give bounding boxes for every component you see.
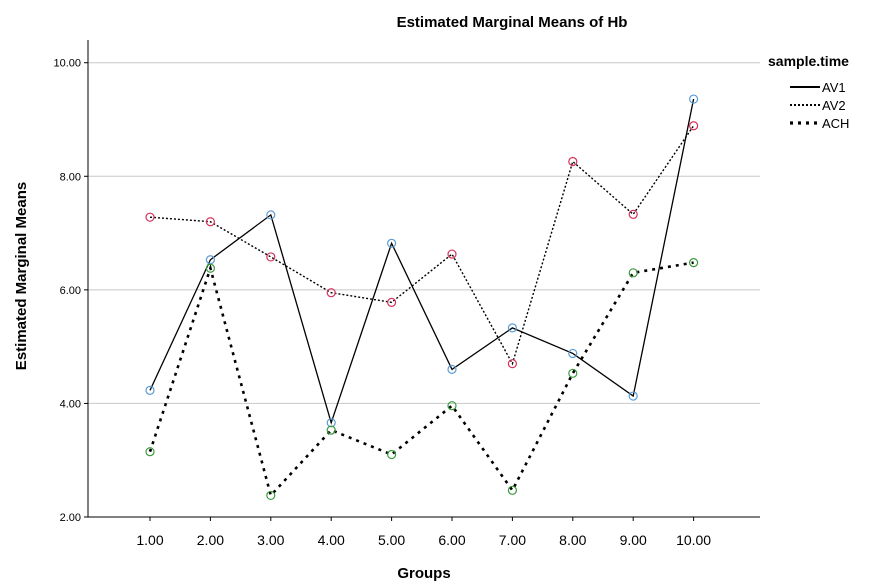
data-point — [326, 425, 336, 435]
x-tick-label: 10.00 — [676, 532, 711, 548]
series-group — [145, 94, 699, 501]
data-point — [387, 238, 397, 248]
data-point — [507, 485, 518, 495]
data-point — [387, 449, 397, 460]
data-point — [326, 418, 336, 428]
data-point — [447, 249, 457, 259]
gridlines — [88, 62, 760, 518]
series-line-av1 — [149, 98, 695, 425]
data-point — [266, 490, 276, 501]
data-point — [628, 268, 638, 278]
data-point — [628, 391, 638, 401]
data-point — [205, 217, 215, 227]
x-tick-label: 9.00 — [620, 532, 647, 548]
x-axis-title: Groups — [397, 565, 450, 582]
data-point — [688, 258, 699, 268]
data-point — [447, 401, 457, 411]
series-line-av2 — [149, 125, 695, 366]
data-point — [145, 385, 155, 395]
legend-label: ACH — [822, 116, 849, 131]
y-tick-label: 6.00 — [60, 285, 81, 297]
x-tick-label: 4.00 — [318, 532, 345, 548]
axes — [87, 40, 760, 518]
data-point — [688, 121, 699, 131]
data-point — [507, 323, 518, 333]
data-point — [326, 288, 336, 298]
y-tick-label: 8.00 — [60, 171, 81, 183]
data-point — [507, 359, 518, 369]
data-point — [266, 210, 276, 220]
legend-label: AV1 — [822, 80, 846, 95]
data-point — [568, 156, 578, 167]
data-point — [568, 368, 578, 378]
legend-title: sample.time — [768, 53, 849, 69]
data-point — [628, 209, 638, 219]
data-point — [205, 263, 215, 273]
data-point — [568, 348, 578, 359]
x-tick-label: 6.00 — [438, 532, 465, 548]
data-point — [447, 364, 457, 374]
x-axis-ticks: 1.00 2.00 3.00 4.00 5.00 6.00 7.00 8.00 9.00 10.0… — [136, 517, 711, 548]
y-axis-ticks: 2.00 4.00 6.00 8.00 10.00 — [53, 58, 88, 524]
data-point — [145, 447, 155, 457]
series-ach — [145, 258, 699, 501]
x-tick-label: 3.00 — [257, 532, 284, 548]
series-av1 — [145, 94, 699, 428]
legend: sample.time AV1 AV2 ACH — [768, 53, 849, 131]
y-axis-title: Estimated Marginal Means — [13, 182, 30, 370]
legend-label: AV2 — [822, 98, 846, 113]
x-tick-label: 8.00 — [559, 532, 586, 548]
data-point — [145, 212, 155, 222]
data-point — [266, 252, 276, 262]
x-tick-label: 5.00 — [378, 532, 405, 548]
x-tick-label: 2.00 — [197, 532, 224, 548]
y-tick-label: 10.00 — [53, 58, 81, 70]
data-point — [688, 94, 699, 104]
y-tick-label: 4.00 — [60, 398, 81, 410]
series-line-ach — [148, 261, 694, 499]
series-av2 — [145, 121, 699, 369]
y-tick-label: 2.00 — [60, 512, 81, 524]
data-point — [387, 297, 397, 307]
x-tick-label: 7.00 — [499, 532, 526, 548]
chart-title: Estimated Marginal Means of Hb — [397, 14, 628, 31]
x-tick-label: 1.00 — [136, 532, 163, 548]
